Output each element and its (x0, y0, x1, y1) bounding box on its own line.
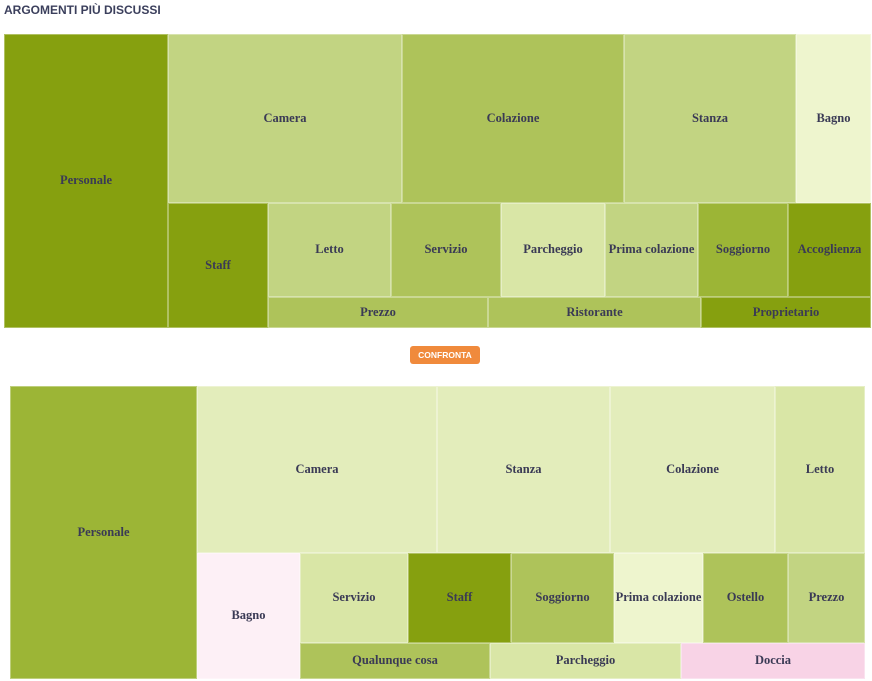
treemap-tile[interactable]: Prezzo (788, 553, 865, 643)
treemap-tile[interactable]: Bagno (796, 34, 871, 203)
treemap-tile[interactable]: Prezzo (268, 297, 488, 328)
treemap-tile[interactable]: Stanza (624, 34, 796, 203)
treemap-tile[interactable]: Soggiorno (511, 553, 614, 643)
treemap-tile[interactable]: Stanza (437, 386, 610, 553)
treemap-tile[interactable]: Prima colazione (614, 553, 703, 643)
treemap-tile[interactable]: Personale (10, 386, 197, 679)
treemap-tile[interactable]: Parcheggio (501, 203, 605, 297)
treemap-tile[interactable]: Proprietario (701, 297, 871, 328)
treemap-tile[interactable]: Soggiorno (698, 203, 788, 297)
treemap-tile[interactable]: Camera (197, 386, 437, 553)
treemap-tile[interactable]: Camera (168, 34, 402, 203)
treemap-tile[interactable]: Bagno (197, 553, 300, 679)
treemap-tile[interactable]: Letto (268, 203, 391, 297)
treemap-tile[interactable]: Staff (408, 553, 511, 643)
treemap-tile[interactable]: Colazione (610, 386, 775, 553)
treemap-tile[interactable]: Parcheggio (490, 643, 681, 679)
treemap-tile[interactable]: Colazione (402, 34, 624, 203)
treemap-tile[interactable]: Ristorante (488, 297, 701, 328)
treemap-tile[interactable]: Qualunque cosa (300, 643, 490, 679)
treemap-tile[interactable]: Personale (4, 34, 168, 328)
treemap-tile[interactable]: Staff (168, 203, 268, 328)
treemap-tile[interactable]: Accoglienza (788, 203, 871, 297)
section-title: ARGOMENTI PIÙ DISCUSSI (4, 3, 161, 17)
treemap-tile[interactable]: Servizio (391, 203, 501, 297)
treemap-tile[interactable]: Letto (775, 386, 865, 553)
treemap-tile[interactable]: Servizio (300, 553, 408, 643)
treemap-tile[interactable]: Ostello (703, 553, 788, 643)
treemap-tile[interactable]: Prima colazione (605, 203, 698, 297)
compare-button[interactable]: CONFRONTA (410, 346, 480, 364)
treemap-tile[interactable]: Doccia (681, 643, 865, 679)
